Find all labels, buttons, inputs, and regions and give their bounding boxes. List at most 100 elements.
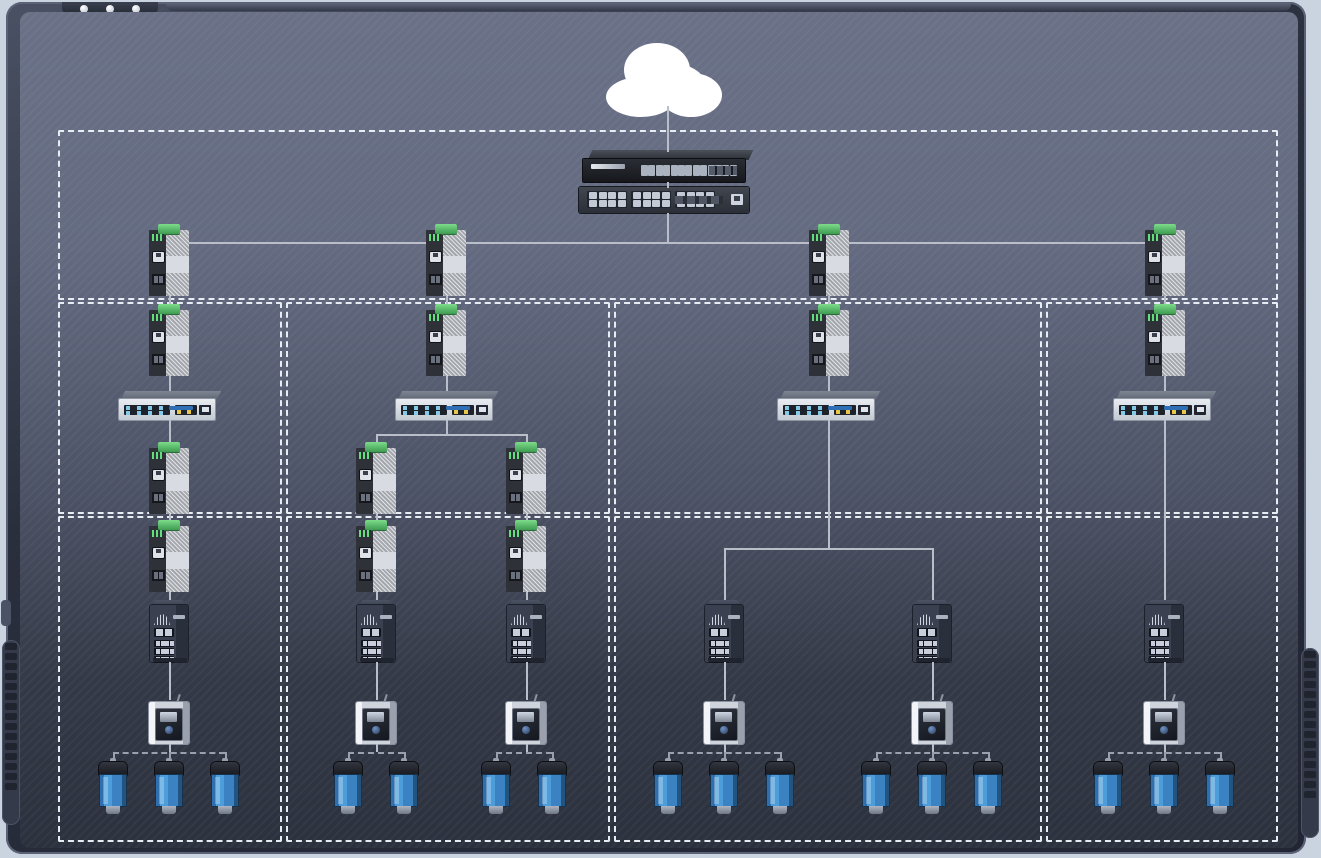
port	[1151, 649, 1155, 654]
core-port-2	[648, 165, 656, 176]
sensor-base	[1101, 806, 1115, 814]
port	[376, 641, 381, 646]
port	[376, 649, 381, 654]
media-converter-backbone-1	[149, 224, 189, 296]
media-converter-backbone-4	[1145, 224, 1185, 296]
sensor-cap	[538, 762, 566, 776]
link-isw-d-to-gw	[1164, 662, 1166, 700]
patch-port	[608, 192, 616, 199]
sensor-body	[975, 775, 1001, 806]
link-gw-drop-c2	[932, 744, 934, 752]
rj45-port	[153, 252, 164, 262]
backbone-bus	[169, 242, 1167, 244]
sensor-body	[1095, 775, 1121, 806]
control-knob	[522, 726, 530, 734]
model-tag	[530, 615, 542, 619]
combo-ports	[1170, 405, 1192, 415]
control-knob	[720, 726, 728, 734]
sensor-cap	[1150, 762, 1178, 776]
port	[156, 649, 160, 654]
port	[1154, 406, 1158, 410]
sensor-cap	[654, 762, 682, 776]
port-row-2	[709, 648, 729, 655]
rj45-port	[153, 548, 164, 558]
port-row-1	[1149, 640, 1169, 647]
link-access-d-down	[1164, 420, 1166, 600]
sensor-cap	[862, 762, 890, 776]
patch-block-2	[631, 191, 671, 208]
terminal-block	[365, 442, 387, 452]
control-knob	[165, 726, 173, 734]
switch-brand-label	[591, 164, 625, 169]
sensor-b1-2	[389, 758, 419, 814]
access-switch-1	[119, 391, 222, 421]
rj45-port	[430, 252, 441, 262]
port	[169, 641, 174, 646]
sensor-cap	[155, 762, 183, 776]
port	[932, 641, 937, 646]
core-port-3	[655, 165, 663, 176]
rj45-port	[153, 332, 164, 342]
access-switch-2	[396, 391, 499, 421]
sensor-b2-2	[537, 758, 567, 814]
port	[513, 641, 517, 646]
port	[1164, 641, 1169, 646]
combo-ports	[452, 405, 474, 415]
enclosure-window	[1151, 709, 1177, 740]
port	[1160, 649, 1165, 654]
core-switch	[583, 150, 754, 182]
status-leds	[1148, 234, 1160, 241]
link-core-to-patch	[667, 182, 669, 188]
link-c-isw-to-gw-1	[724, 662, 726, 700]
media-converter-a	[149, 442, 189, 514]
link-patch-to-bus	[667, 213, 669, 243]
port-row-2	[361, 648, 381, 655]
display-panel	[367, 712, 384, 722]
sensor-base	[489, 806, 503, 814]
port	[1155, 649, 1160, 654]
enclosure-window	[363, 709, 389, 740]
link-c-split	[724, 548, 932, 550]
industrial-switch-b-1	[356, 600, 396, 663]
status-leds	[359, 452, 371, 459]
media-converter-mid-3	[809, 304, 849, 376]
port	[715, 649, 720, 654]
port	[513, 649, 517, 654]
zone-d-mid	[1046, 302, 1278, 514]
combo-ports	[834, 405, 856, 415]
terminal-block	[435, 304, 457, 314]
port	[1143, 406, 1147, 410]
port	[126, 410, 130, 415]
industrial-switch-a	[149, 600, 189, 663]
patch-panel-24-port	[579, 187, 749, 213]
port	[126, 406, 130, 410]
sensor-cap	[211, 762, 239, 776]
patch-port	[642, 200, 651, 207]
cloud-lobe-3	[624, 43, 690, 97]
side-button[interactable]	[1, 600, 11, 626]
port-row-1	[154, 640, 174, 647]
patch-port	[652, 192, 660, 199]
copper-ports	[1119, 405, 1165, 415]
link-mc-to-access-3	[828, 376, 830, 392]
port	[818, 410, 822, 415]
rj45-port	[360, 548, 371, 558]
status-leds	[359, 530, 371, 537]
rj45-port	[153, 470, 164, 480]
port	[367, 641, 372, 646]
rj45-port	[1149, 252, 1160, 262]
terminal-block	[158, 304, 180, 314]
status-leds	[509, 530, 521, 537]
sensor-d-3	[1205, 758, 1235, 814]
port	[177, 406, 181, 414]
zone-d-field	[1046, 516, 1278, 842]
model-tag	[1168, 615, 1180, 619]
zone-b-field	[286, 516, 610, 842]
sensor-b1-1	[333, 758, 363, 814]
port	[436, 406, 440, 410]
link-b-branch-1	[376, 434, 378, 444]
status-leds	[152, 452, 164, 459]
sensor-cap	[334, 762, 362, 776]
sensor-body	[1207, 775, 1233, 806]
